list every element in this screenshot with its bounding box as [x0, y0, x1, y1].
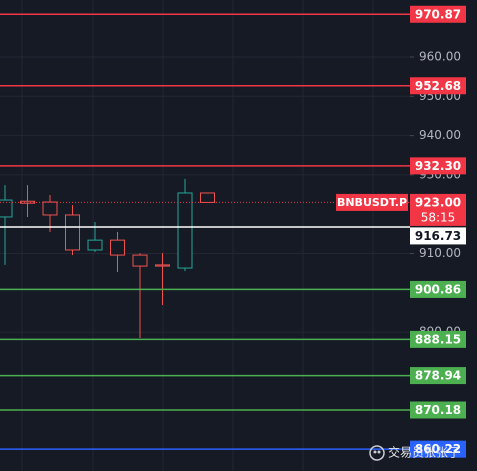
level-label-box: [410, 401, 466, 419]
candle-body: [42, 201, 58, 216]
level-label: 900.86: [415, 282, 461, 296]
level-label-box: [410, 227, 466, 245]
candle-body: [0, 199, 13, 218]
candle-body: [65, 214, 80, 251]
time-grid: [21, 0, 374, 471]
level-label-box: [410, 330, 466, 348]
candle-body: [177, 192, 193, 269]
candle-body: [200, 192, 215, 203]
level-label-box: [410, 440, 466, 458]
candle-body: [87, 239, 103, 251]
level-label: 916.73: [415, 229, 461, 243]
last-price-label: 923.00: [415, 195, 461, 209]
y-tick-label: 910.00: [419, 246, 461, 260]
candle-body: [155, 264, 170, 267]
candle-body: [132, 254, 148, 267]
level-label: 888.15: [415, 332, 461, 346]
level-label: 878.94: [415, 369, 461, 383]
watermark: 交易员张张子: [369, 445, 460, 461]
candle-body: [110, 239, 125, 256]
y-tick-label: 960.00: [419, 49, 461, 63]
level-label-box: [410, 5, 466, 23]
level-label-box: [410, 77, 466, 95]
level-label: 870.18: [415, 403, 461, 417]
level-label-box: [410, 367, 466, 385]
last-price-box: [410, 193, 466, 226]
symbol-label: BNBUSDT.P: [337, 196, 407, 209]
level-label: 970.87: [415, 7, 461, 21]
level-label-box: [410, 157, 466, 175]
level-label-box: [410, 280, 466, 298]
symbol-box: [336, 193, 408, 211]
y-tick-label: 940.00: [419, 128, 461, 142]
level-label: 860.22: [415, 442, 461, 456]
level-label: 952.68: [415, 79, 461, 93]
countdown: 58:15: [421, 210, 456, 224]
watermark-text: 交易员张张子: [388, 445, 460, 460]
level-label: 932.30: [415, 159, 461, 173]
